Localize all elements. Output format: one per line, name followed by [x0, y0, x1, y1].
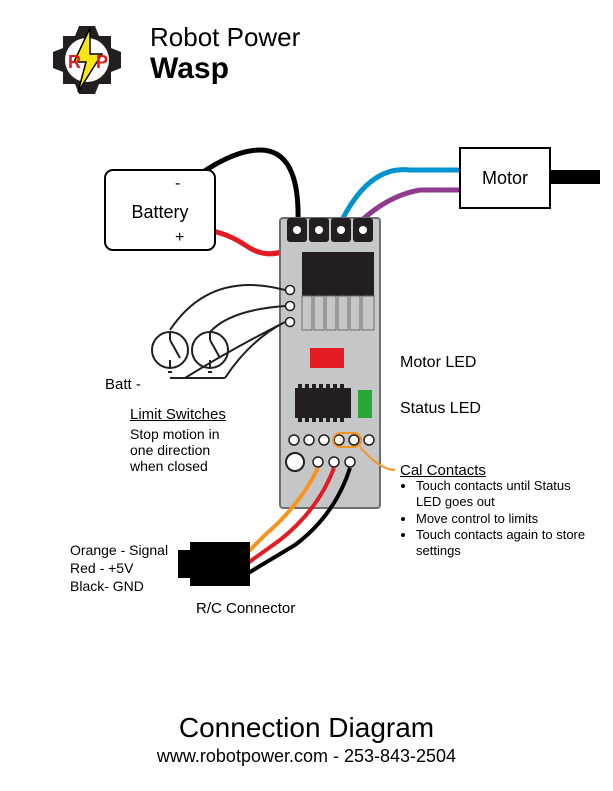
- limit-switch-group: [152, 285, 285, 378]
- cal-b3: Touch contacts again to store settings: [416, 527, 596, 560]
- page-root: R P Robot Power Wasp Battery - + Motor: [0, 0, 613, 791]
- motor-led: [310, 348, 344, 368]
- label-rc-orange: Orange - Signal: [70, 542, 168, 558]
- wire-motor-out: [545, 170, 600, 184]
- rc-pads: [313, 457, 355, 467]
- battery-pos: +: [175, 229, 184, 246]
- diagram-svg: Battery - + Motor: [0, 110, 613, 710]
- status-led: [358, 390, 372, 418]
- board-big-chip: [302, 252, 374, 296]
- label-limit-b1: Stop motion in: [130, 426, 220, 442]
- label-rc-conn: R/C Connector: [196, 600, 295, 617]
- mount-hole: [286, 453, 304, 471]
- label-motor-led: Motor LED: [400, 354, 476, 372]
- cal-b2: Move control to limits: [416, 511, 596, 527]
- rc-group: [178, 468, 350, 586]
- header-line1: Robot Power: [150, 22, 300, 53]
- limit-pads: [286, 286, 295, 327]
- label-status-led: Status LED: [400, 400, 481, 418]
- wire-motor-b: [362, 190, 470, 220]
- label-rc-red: Red - +5V: [70, 560, 133, 576]
- footer-title: Connection Diagram: [0, 712, 613, 744]
- motor-label: Motor: [482, 168, 528, 188]
- logo: R P: [42, 20, 132, 105]
- board-mcu: [295, 384, 351, 422]
- battery-neg: -: [175, 175, 180, 192]
- label-limit-title: Limit Switches: [130, 406, 226, 423]
- cal-bullets: Touch contacts until Status LED goes out…: [400, 478, 596, 559]
- footer-contact: www.robotpower.com - 253-843-2504: [0, 746, 613, 767]
- svg-text:R: R: [68, 52, 81, 72]
- header-line2: Wasp: [150, 52, 229, 86]
- label-batt-minus: Batt -: [105, 376, 141, 393]
- cal-b1: Touch contacts until Status LED goes out: [416, 478, 596, 511]
- label-limit-b2: one direction: [130, 442, 210, 458]
- svg-text:P: P: [96, 52, 108, 72]
- label-cal-title: Cal Contacts: [400, 462, 486, 479]
- label-rc-black: Black- GND: [70, 578, 144, 594]
- battery-label: Battery: [131, 202, 188, 222]
- label-limit-b3: when closed: [130, 458, 208, 474]
